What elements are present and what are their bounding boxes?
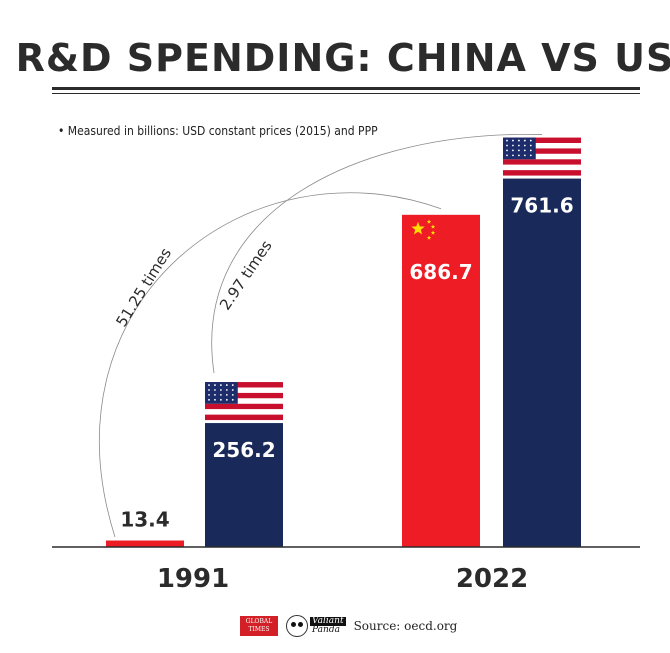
category-label-1991: 1991: [157, 564, 229, 594]
footer-source: GLOBAL TIMES Valiant Panda Source: oecd.…: [240, 612, 457, 640]
annotation-arc-china: [99, 192, 442, 538]
bar-china-1991: [106, 540, 184, 547]
value-label-china-1991: 13.4: [120, 508, 169, 532]
annotation-label-china: 51.25 times: [112, 245, 175, 331]
value-label-us-2022: 761.6: [510, 194, 573, 218]
us-flag-icon: [503, 137, 581, 176]
bar-us-2022: [503, 178, 581, 548]
global-times-logo: GLOBAL TIMES: [240, 616, 278, 636]
annotation-arc-us: [211, 134, 543, 374]
chart-title: R&D SPENDING: CHINA VS US: [15, 36, 670, 80]
value-label-china-2022: 686.7: [409, 260, 472, 284]
value-label-us-1991: 256.2: [212, 438, 275, 462]
bar-us-1991: [205, 423, 283, 547]
title-rule-thick: [52, 87, 640, 90]
panda-icon: [286, 615, 308, 637]
chart-note: • Measured in billions: USD constant pri…: [58, 124, 378, 138]
us-flag-icon: [205, 382, 283, 421]
source-text: Source: oecd.org: [353, 619, 458, 633]
china-flag-stars-icon: [411, 219, 436, 240]
category-label-2022: 2022: [456, 564, 528, 594]
bar-china-2022: [402, 214, 480, 547]
title-rule-thin: [52, 93, 640, 94]
valiant-panda-logo: Valiant Panda: [286, 615, 346, 637]
